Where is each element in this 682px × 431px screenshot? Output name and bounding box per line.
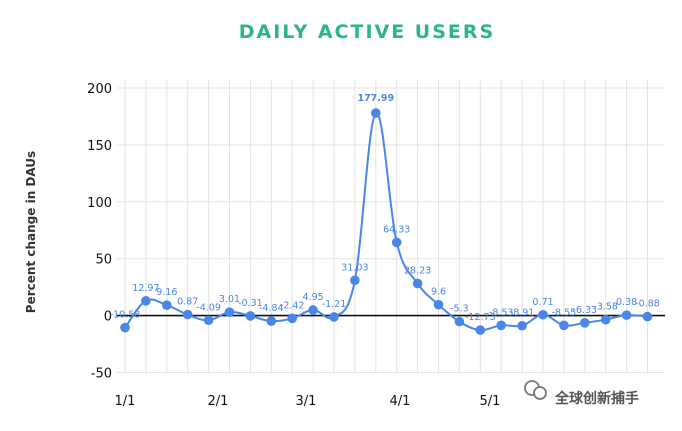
data-point: [350, 275, 360, 286]
watermark: 全球创新捕手: [524, 380, 639, 407]
data-point: [224, 307, 235, 317]
data-point: [433, 299, 444, 310]
data-point: [517, 320, 527, 331]
x-tick-label: 3/1: [296, 394, 317, 409]
y-axis-ticks: -50 0 50 100 150 200: [87, 82, 112, 382]
data-point: [120, 322, 130, 333]
data-label: -2.42: [280, 300, 305, 311]
data-point: [203, 315, 214, 326]
data-label: 64.33: [383, 224, 410, 235]
watermark-text: 全球创新捕手: [554, 390, 639, 407]
y-tick-label: 0: [104, 310, 112, 325]
data-point: [496, 320, 507, 331]
chart-title: DAILY ACTIVE USERS: [239, 21, 495, 43]
data-points: [120, 108, 653, 335]
data-label: 3.01: [219, 294, 240, 305]
data-label: -0.88: [635, 299, 660, 310]
data-label: 9.16: [156, 287, 177, 298]
wechat-logo-icon: [524, 380, 547, 400]
data-point: [182, 309, 193, 320]
x-tick-label: 1/1: [115, 394, 136, 409]
x-tick-label: 5/1: [480, 394, 501, 409]
data-label: -6.33: [573, 305, 598, 316]
data-label: 31.03: [341, 262, 368, 273]
data-label: 177.99: [357, 93, 394, 104]
x-tick-label: 2/1: [208, 394, 229, 409]
data-point: [266, 316, 277, 326]
y-tick-label: 100: [87, 196, 112, 211]
data-point: [454, 316, 465, 327]
series-line: [124, 112, 648, 332]
data-point: [329, 312, 339, 322]
data-label: -4.09: [196, 302, 221, 313]
y-tick-label: -50: [91, 367, 112, 382]
data-label: -8.91: [510, 308, 535, 319]
y-tick-label: 200: [87, 82, 112, 97]
data-label: -5.3: [450, 304, 469, 315]
data-label: 4.95: [303, 292, 324, 303]
x-tick-label: 4/1: [390, 394, 411, 409]
data-label: -8.53: [489, 307, 514, 318]
data-point: [371, 108, 381, 118]
data-label: -8.55: [552, 307, 577, 318]
data-point: [580, 318, 590, 328]
data-label: 9.6: [431, 287, 446, 298]
data-point: [391, 237, 402, 248]
data-point: [559, 320, 569, 331]
data-point: [600, 314, 611, 325]
x-axis-ticks: 1/1 2/1 3/1 4/1 5/1: [115, 394, 501, 409]
data-point: [621, 310, 632, 320]
data-label: -4.84: [259, 303, 284, 314]
data-point: [308, 305, 318, 315]
data-label: 28.23: [404, 265, 431, 276]
y-tick-label: 150: [87, 139, 112, 154]
data-point: [538, 309, 548, 320]
data-point: [162, 300, 172, 310]
data-point: [141, 296, 151, 306]
data-label: 0.87: [177, 297, 198, 308]
data-point: [245, 311, 256, 321]
data-point: [475, 325, 486, 335]
y-axis-label: Percent change in DAUs: [24, 151, 38, 313]
data-point: [412, 278, 423, 289]
data-label: 12.97: [132, 283, 159, 294]
data-label: -3.58: [593, 302, 618, 313]
data-label: 0.38: [616, 297, 637, 308]
data-point: [287, 313, 298, 324]
data-labels: -10.58 12.979.160.87-4.093.01-0.31-4.84-2…: [110, 93, 660, 323]
y-tick-label: 50: [95, 253, 112, 268]
data-label: 0.71: [532, 297, 553, 308]
data-label: -0.31: [238, 298, 263, 309]
data-label: -1.21: [322, 299, 347, 310]
data-point: [642, 311, 653, 322]
data-label: -12.73: [465, 312, 496, 323]
data-label: -10.58: [110, 310, 141, 321]
